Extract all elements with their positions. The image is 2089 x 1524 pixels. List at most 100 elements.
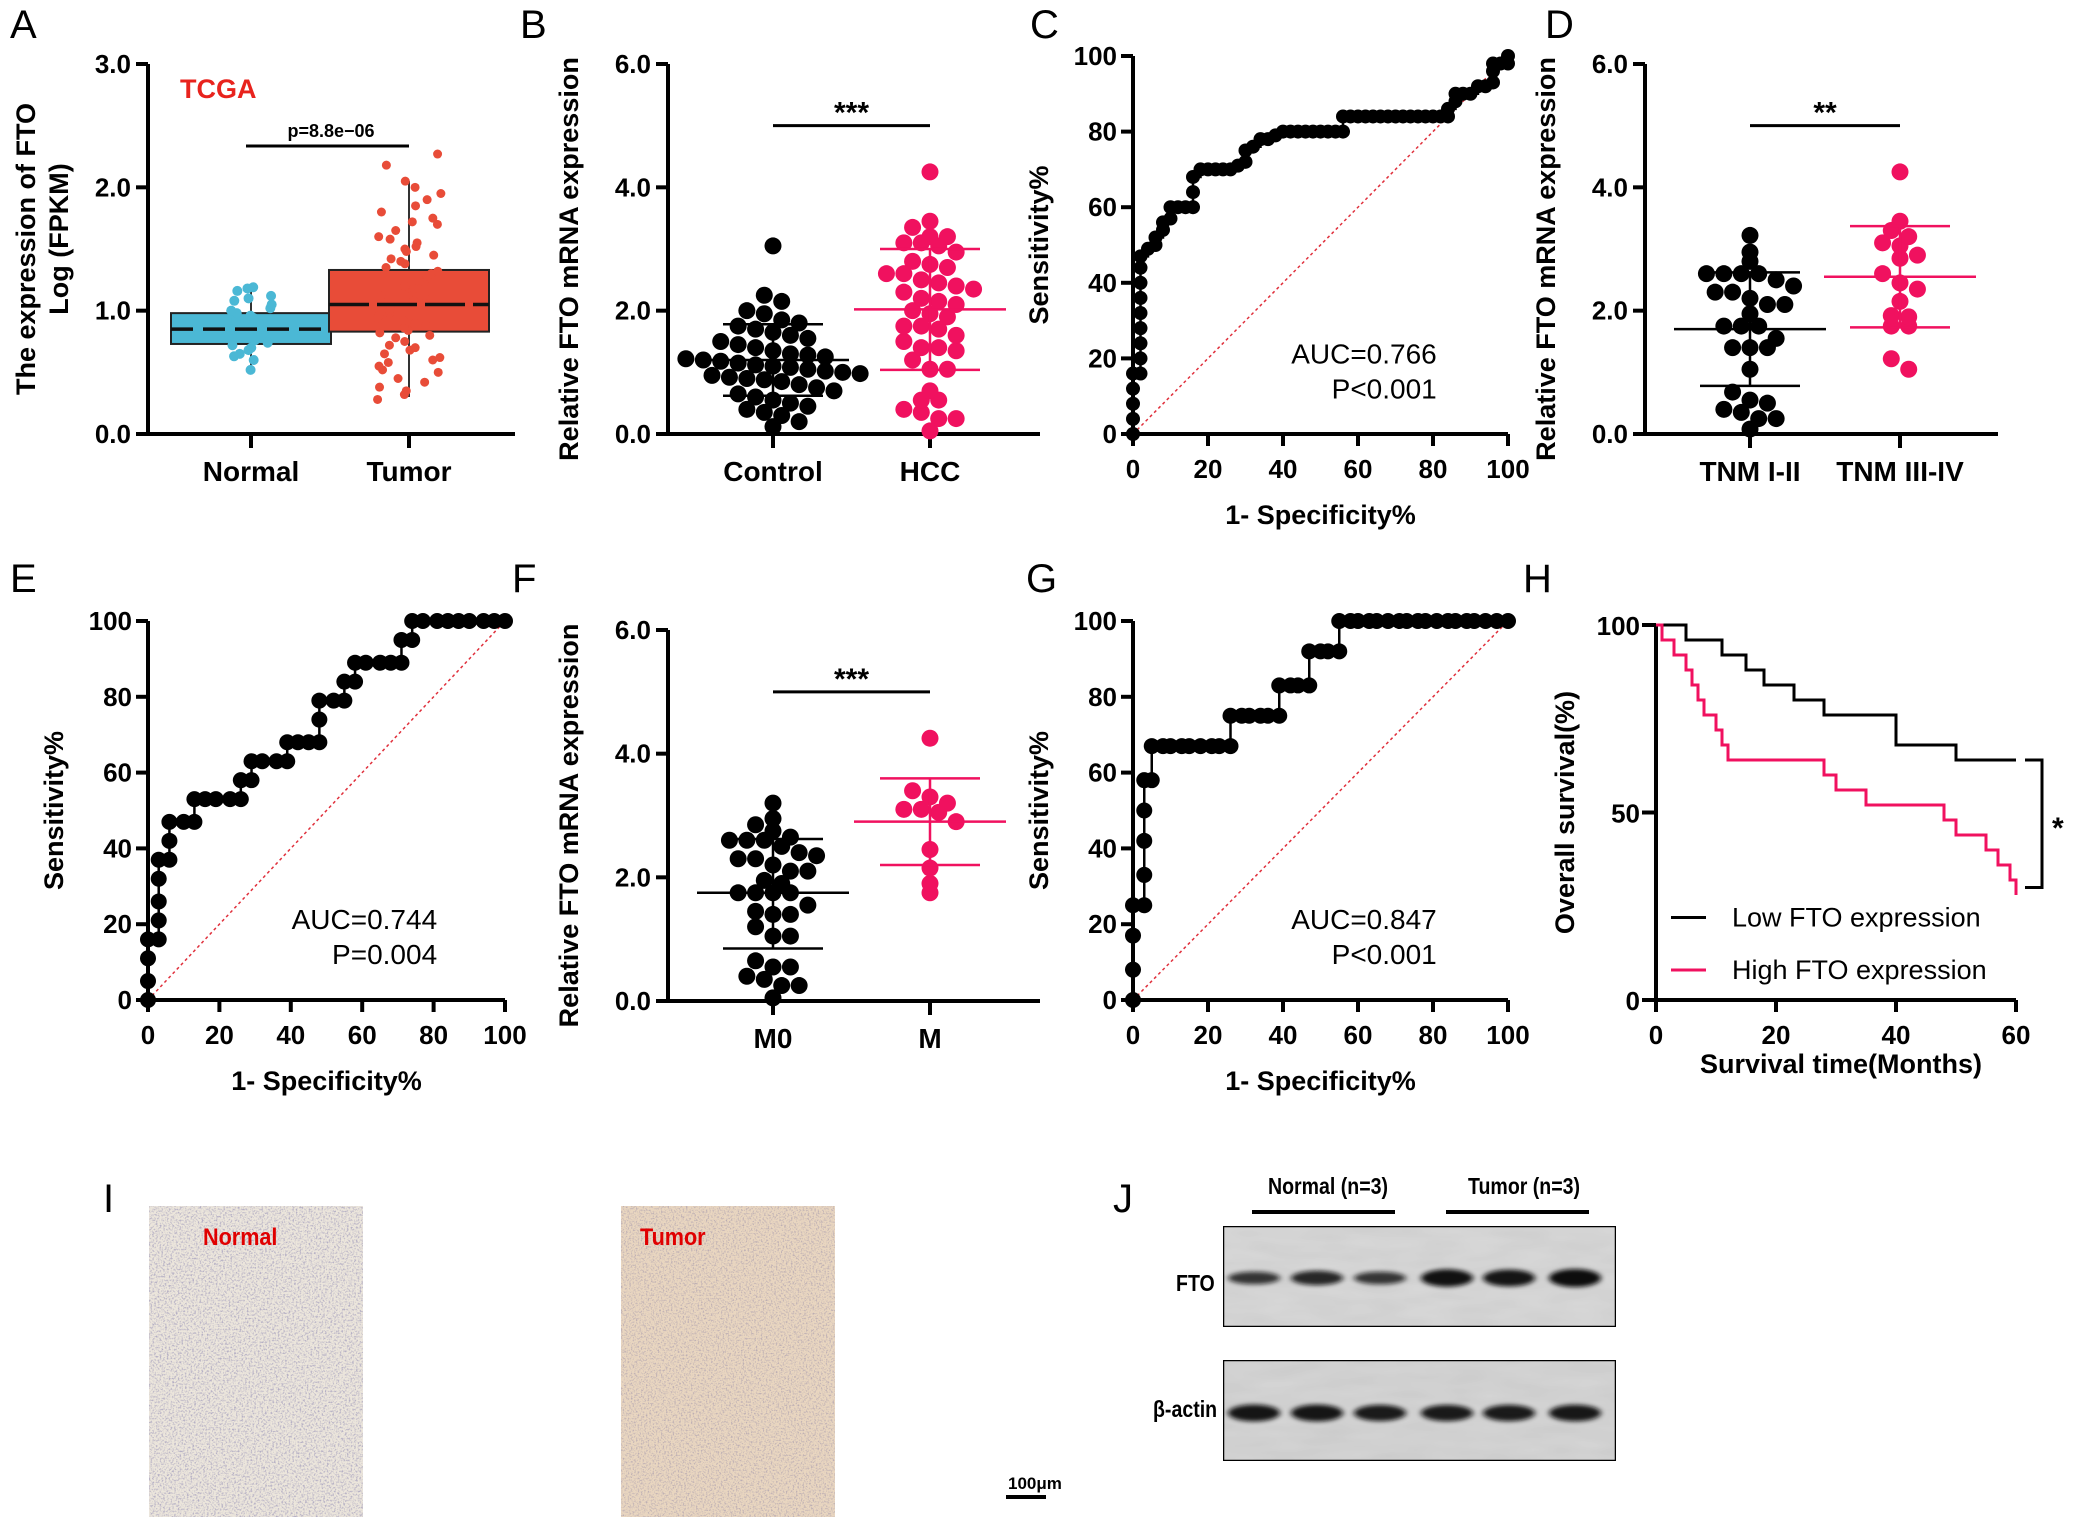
- reference-diagonal: [147, 620, 506, 1001]
- x-tick-label: 60: [2002, 1020, 2031, 1050]
- x-tick-label: 40: [1269, 1020, 1298, 1050]
- y-tick-label: 0: [1626, 986, 1640, 1016]
- data-point: [747, 339, 765, 357]
- data-point: [381, 263, 391, 272]
- data-point: [396, 256, 406, 266]
- box-tumor: [328, 149, 490, 404]
- panel-e-roc: 00 20 20 40 40 60 60 80 80 100 100 1- Specificity% S…: [39, 606, 527, 1096]
- data-point: [938, 308, 956, 326]
- data-point: [399, 323, 409, 333]
- y-tick-label: 100: [1074, 41, 1117, 71]
- y-tick-label: 0.0: [1592, 419, 1628, 449]
- blot-band: [1228, 1271, 1280, 1285]
- x-axis-label: 1- Specificity%: [1225, 1066, 1416, 1096]
- y-tick-label: 4.0: [615, 739, 651, 769]
- data-point: [245, 364, 256, 375]
- data-point: [747, 902, 765, 920]
- x-tick-label: 40: [1882, 1020, 1911, 1050]
- data-point: [712, 333, 730, 350]
- row-label-beta-actin: β-actin: [1153, 1396, 1218, 1422]
- x-category-label: TNM III-IV: [1836, 456, 1964, 487]
- data-point: [895, 265, 913, 283]
- y-tick-label: 80: [1088, 117, 1117, 147]
- data-point: [410, 318, 420, 328]
- roc-point: [140, 973, 156, 990]
- blot-strip-beta-actin: [1221, 1358, 1618, 1463]
- data-point: [1900, 360, 1918, 378]
- y-tick-label: 50: [1611, 799, 1640, 829]
- x-tick-label: 0: [1126, 1020, 1140, 1050]
- roc-point: [1136, 802, 1153, 819]
- y-tick-label: 2.0: [615, 296, 651, 326]
- data-point: [245, 310, 256, 321]
- roc-point: [1336, 124, 1350, 139]
- data-point: [391, 333, 401, 343]
- roc-point: [461, 613, 478, 629]
- roc-point: [1486, 75, 1500, 90]
- roc-point: [1500, 613, 1516, 629]
- data-point: [895, 317, 913, 335]
- x-category-label: Tumor: [366, 456, 451, 487]
- roc-point: [150, 912, 167, 929]
- group-m0: [697, 794, 849, 1007]
- data-point: [677, 350, 695, 368]
- data-point: [385, 234, 395, 244]
- x-category-label: HCC: [900, 456, 961, 487]
- data-point: [1767, 410, 1785, 428]
- roc-point: [1133, 351, 1148, 366]
- roc-point: [311, 734, 328, 751]
- data-point: [773, 311, 791, 329]
- data-point: [895, 400, 913, 418]
- data-point: [410, 182, 420, 192]
- x-tick-label: 60: [348, 1020, 377, 1050]
- y-tick-label: 40: [103, 833, 132, 863]
- roc-point: [1238, 154, 1253, 169]
- data-point: [790, 376, 808, 394]
- data-point: [720, 368, 738, 386]
- roc-point: [311, 692, 328, 709]
- roc-point: [1241, 707, 1258, 724]
- data-point: [383, 357, 393, 367]
- roc-point: [207, 791, 224, 808]
- panel-letter-e: E: [10, 557, 37, 601]
- roc-point: [1133, 336, 1148, 351]
- roc-point: [1126, 427, 1140, 441]
- p-value-label: P<0.001: [1332, 939, 1437, 970]
- data-point: [262, 337, 273, 348]
- data-point: [1776, 296, 1794, 313]
- roc-point: [150, 893, 167, 910]
- roc-point: [161, 813, 178, 830]
- y-tick-label: 6.0: [615, 615, 651, 645]
- y-tick-label: 4.0: [615, 172, 651, 202]
- data-point: [930, 339, 948, 357]
- data-point: [433, 149, 443, 159]
- y-tick-label: 100: [1074, 606, 1117, 636]
- roc-point: [1320, 643, 1336, 660]
- roc-point: [1501, 49, 1515, 63]
- roc-point: [140, 992, 156, 1008]
- y-axis-label: Relative FTO mRNA expression: [554, 57, 584, 461]
- data-point: [930, 292, 948, 310]
- x-category-label: TNM I-II: [1699, 456, 1800, 487]
- data-point: [374, 361, 384, 371]
- data-point: [436, 189, 446, 198]
- roc-point: [1271, 707, 1288, 724]
- data-point: [947, 243, 965, 261]
- x-tick-label: 0: [141, 1020, 155, 1050]
- data-point: [401, 386, 411, 396]
- data-point: [1767, 329, 1785, 347]
- data-point: [266, 290, 277, 301]
- ihc-label-tumor: Tumor: [640, 1224, 706, 1251]
- data-point: [246, 342, 257, 353]
- data-point: [799, 397, 817, 415]
- x-axis-label: 1- Specificity%: [231, 1066, 422, 1096]
- roc-point: [243, 772, 260, 789]
- data-point: [400, 244, 410, 254]
- panel-j-western-blot: [1221, 1210, 1618, 1463]
- significance-label: *: [2052, 812, 2064, 845]
- data-point: [433, 367, 443, 377]
- data-point: [412, 238, 422, 248]
- data-point: [738, 302, 756, 320]
- y-tick-label: 2.0: [95, 172, 131, 202]
- data-point: [781, 905, 799, 923]
